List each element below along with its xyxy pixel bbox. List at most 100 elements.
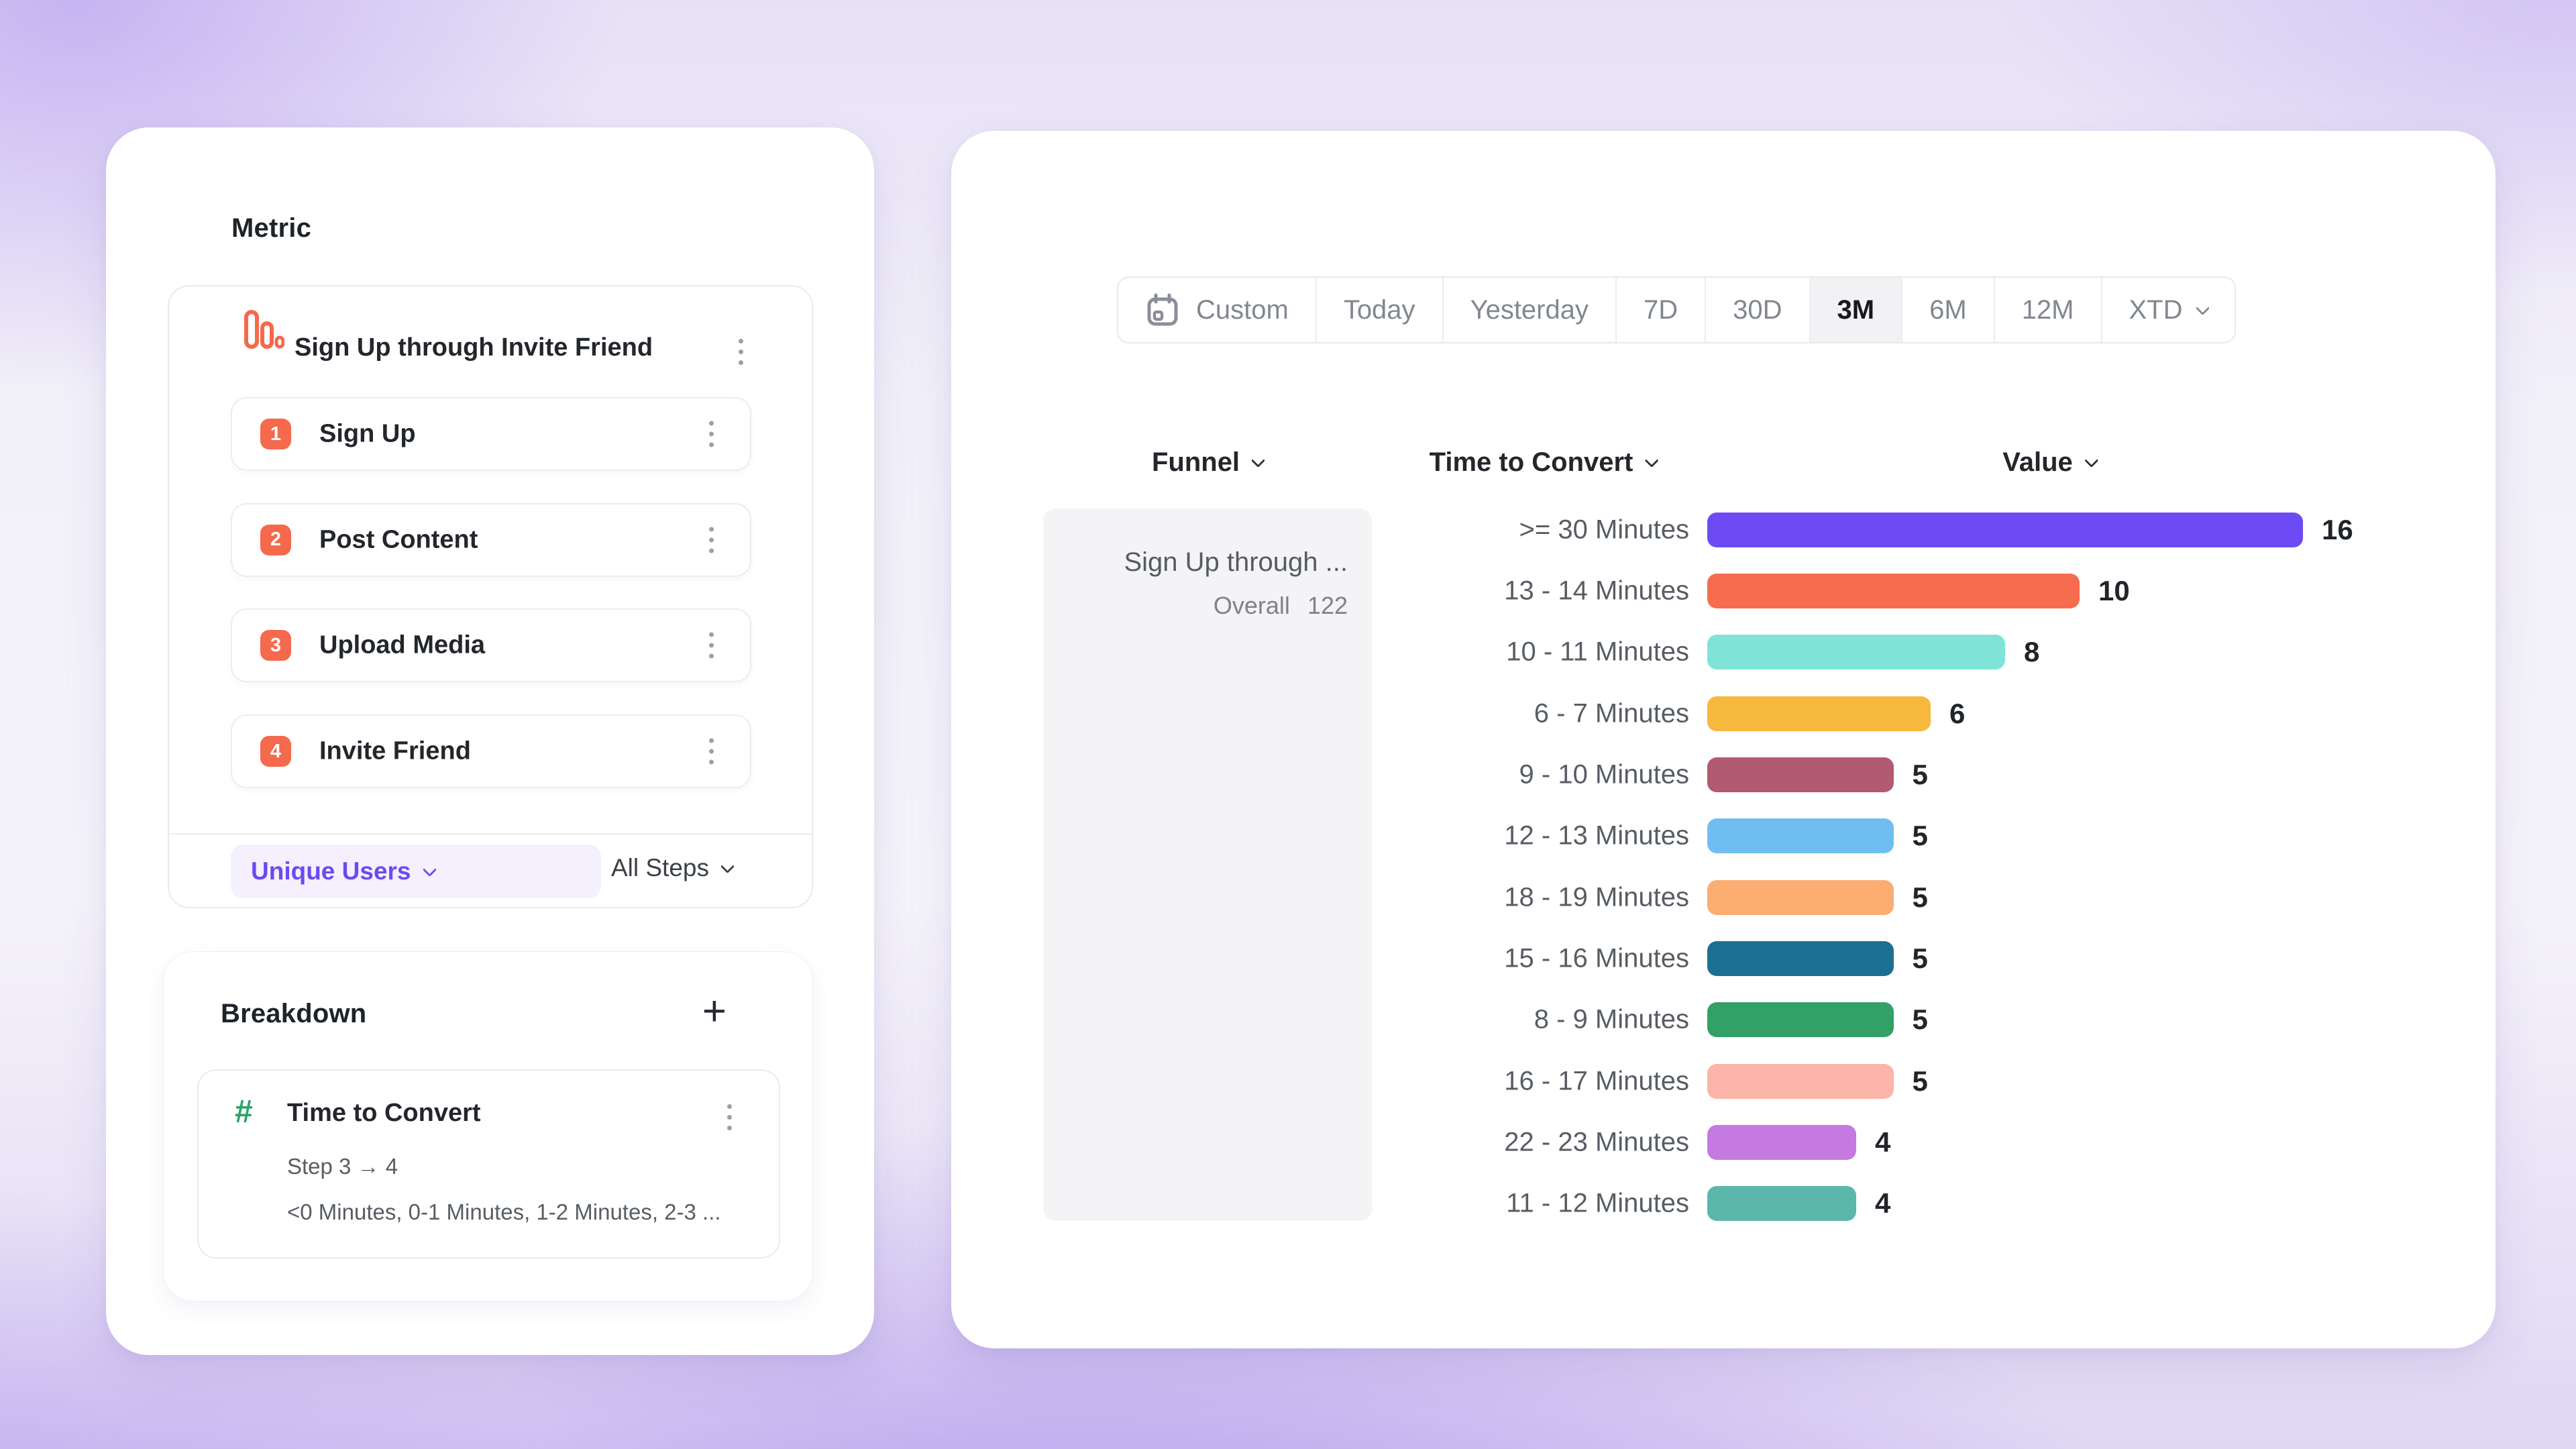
table-row: 16 - 17 Minutes 5 (951, 1051, 2496, 1112)
funnel-step-row[interactable]: 1 Sign Up (231, 397, 751, 471)
step-label: Invite Friend (319, 737, 471, 765)
chevron-down-icon (1250, 453, 1266, 468)
date-range-picker: Custom Today Yesterday (1117, 276, 2236, 343)
kebab-menu-icon[interactable] (723, 1100, 736, 1134)
value-bar[interactable] (1707, 1063, 1894, 1099)
query-builder-panel: Metric Sign Up through Invite Friend 1 S… (106, 127, 874, 1355)
table-row: 13 - 14 Minutes 10 (951, 560, 2496, 621)
metric-funnel-box: Sign Up through Invite Friend 1 Sign Up … (168, 285, 813, 908)
breakdown-section-title: Breakdown (221, 999, 367, 1028)
date-range-option[interactable]: Yesterday (1444, 278, 1617, 342)
bar-chart-icon (243, 309, 285, 353)
chevron-down-icon (1644, 453, 1659, 468)
step-label: Upload Media (319, 631, 486, 659)
table-row: >= 30 Minutes 16 (951, 499, 2496, 560)
value-bar[interactable] (1707, 696, 1931, 731)
bar-value: 5 (1912, 881, 1928, 913)
table-row: 10 - 11 Minutes 8 (951, 622, 2496, 683)
chevron-down-icon (422, 862, 437, 877)
value-bar[interactable] (1707, 1002, 1894, 1038)
bucket-label: 13 - 14 Minutes (1504, 576, 1689, 606)
breakdown-card: Breakdown + # Time to Convert Step 3 → 4… (163, 951, 813, 1301)
bucket-label: 16 - 17 Minutes (1504, 1066, 1689, 1096)
bar-value: 10 (2098, 574, 2130, 606)
date-range-option[interactable]: 3M (1810, 278, 1903, 342)
metric-section-title: Metric (231, 213, 312, 243)
funnel-cell: Sign Up through ... Overall 122 (1043, 508, 1372, 1221)
bucket-label: >= 30 Minutes (1519, 515, 1690, 544)
date-range-option[interactable]: Custom (1118, 278, 1317, 342)
kebab-menu-icon[interactable] (705, 417, 718, 451)
value-bar[interactable] (1707, 941, 1894, 976)
report-panel: Custom Today Yesterday (951, 131, 2496, 1348)
date-range-option[interactable]: 7D (1617, 278, 1707, 342)
table-row: 11 - 12 Minutes 4 (951, 1173, 2496, 1234)
table-row: 18 - 19 Minutes 5 (951, 867, 2496, 928)
step-number-badge: 2 (260, 524, 291, 555)
value-bar[interactable] (1707, 573, 2080, 608)
date-range-option[interactable]: XTD (2102, 278, 2235, 342)
date-option-label: 6M (1929, 294, 1967, 325)
bucket-label: 10 - 11 Minutes (1506, 637, 1689, 667)
date-option-label: 7D (1644, 294, 1678, 325)
value-bar[interactable] (1707, 757, 1894, 792)
date-option-label: 3M (1837, 294, 1875, 325)
calendar-icon (1145, 292, 1180, 327)
breakdown-values-preview: <0 Minutes, 0-1 Minutes, 1-2 Minutes, 2-… (287, 1199, 721, 1224)
chevron-down-icon (2084, 453, 2098, 468)
kebab-menu-icon[interactable] (705, 629, 718, 663)
value-bar[interactable] (1707, 512, 2303, 547)
bar-value: 4 (1875, 1126, 1891, 1158)
bar-value: 5 (1912, 758, 1928, 790)
value-bar[interactable] (1707, 818, 1894, 854)
bar-value: 6 (1949, 697, 1966, 729)
add-breakdown-button[interactable]: + (702, 988, 727, 1034)
breakdown-property-box[interactable]: # Time to Convert Step 3 → 4 <0 Minutes,… (197, 1069, 780, 1258)
value-bar[interactable] (1707, 879, 1894, 915)
overall-label: Overall (1213, 592, 1290, 619)
table-row: 6 - 7 Minutes 6 (951, 683, 2496, 744)
date-range-option[interactable]: 6M (1902, 278, 1995, 342)
column-header-funnel[interactable]: Funnel (1151, 447, 1266, 478)
bar-value: 5 (1912, 942, 1928, 974)
date-range-option[interactable]: Today (1317, 278, 1444, 342)
date-option-label: Custom (1196, 294, 1289, 325)
bucket-label: 15 - 16 Minutes (1504, 943, 1689, 973)
table-row: 8 - 9 Minutes 5 (951, 989, 2496, 1051)
step-number-badge: 1 (260, 419, 291, 449)
counting-method-dropdown[interactable]: Unique Users (231, 845, 601, 898)
funnel-title[interactable]: Sign Up through Invite Friend (294, 333, 653, 362)
bucket-label: 22 - 23 Minutes (1504, 1127, 1689, 1157)
value-bar[interactable] (1707, 635, 2005, 670)
column-header-value[interactable]: Value (2002, 447, 2098, 478)
bucket-label: 6 - 7 Minutes (1534, 698, 1689, 729)
step-number-badge: 3 (260, 630, 291, 661)
overall-value: 122 (1307, 592, 1348, 619)
value-bar[interactable] (1707, 1125, 1856, 1160)
date-option-label: Today (1343, 294, 1415, 325)
bar-value: 16 (2322, 513, 2353, 545)
value-bar[interactable] (1707, 1186, 1856, 1222)
chevron-down-icon (720, 859, 735, 873)
step-label: Post Content (319, 525, 478, 554)
funnel-cell-name: Sign Up through ... (1124, 547, 1348, 577)
funnel-step-row[interactable]: 2 Post Content (231, 502, 751, 577)
funnel-step-row[interactable]: 4 Invite Friend (231, 714, 751, 789)
funnel-step-row[interactable]: 3 Upload Media (231, 608, 751, 683)
column-header-label: Value (2002, 447, 2073, 477)
kebab-menu-icon[interactable] (705, 523, 718, 557)
date-range-option[interactable]: 30D (1706, 278, 1811, 342)
table-row: 15 - 16 Minutes 5 (951, 928, 2496, 989)
steps-scope-dropdown[interactable]: All Steps (611, 854, 735, 882)
date-range-option[interactable]: 12M (1995, 278, 2102, 342)
kebab-menu-icon[interactable] (735, 335, 747, 369)
date-option-label: 12M (2021, 294, 2074, 325)
column-header-time-to-convert[interactable]: Time to Convert (1430, 447, 1659, 478)
hash-icon: # (235, 1094, 253, 1130)
column-header-label: Funnel (1151, 447, 1240, 477)
bar-value: 5 (1912, 1065, 1928, 1097)
counting-method-label: Unique Users (251, 857, 411, 885)
date-option-label: Yesterday (1470, 294, 1589, 325)
kebab-menu-icon[interactable] (705, 735, 718, 769)
step-label: Sign Up (319, 419, 416, 448)
